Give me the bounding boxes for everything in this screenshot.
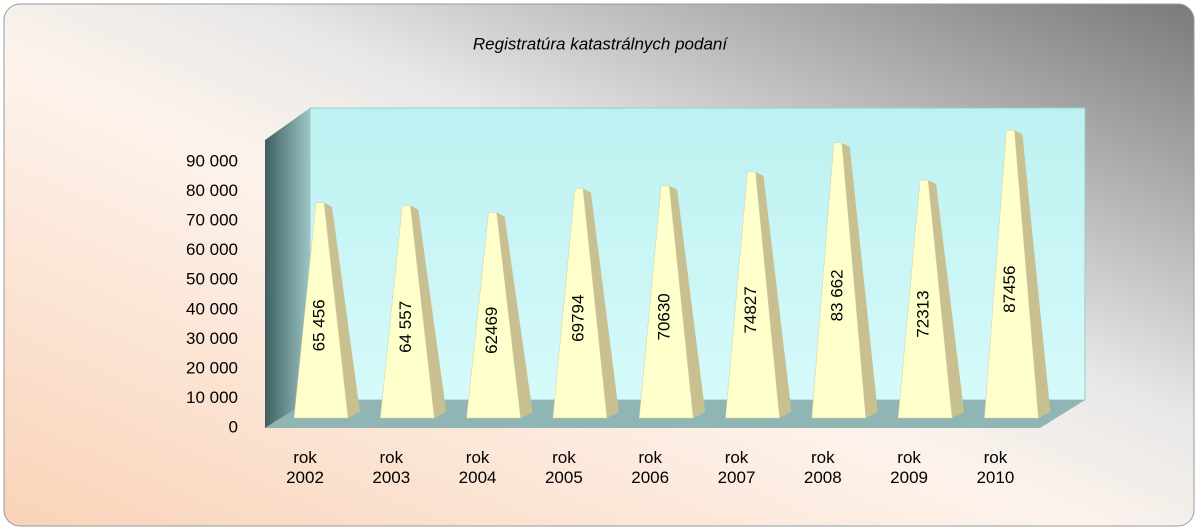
value-label: 70630: [655, 293, 674, 340]
x-tick-label: rok 2010: [976, 448, 1015, 487]
x-tick-label: rok 2002: [286, 448, 324, 487]
y-tick-label: 10 000: [186, 388, 238, 407]
y-tick-label: 60 000: [186, 240, 238, 259]
pyramid-side: [841, 142, 878, 418]
pyramid: [552, 188, 608, 419]
x-tick-label: rok 2006: [631, 448, 670, 487]
value-label: 74827: [741, 286, 760, 333]
y-tick-label: 50 000: [186, 270, 238, 289]
pyramid: [380, 205, 435, 419]
pyramid: [897, 179, 953, 419]
value-label: 87456: [1000, 266, 1019, 313]
value-label: 83 662: [827, 269, 846, 321]
value-label: 62469: [482, 307, 501, 354]
pyramid: [293, 202, 349, 419]
pyramid: [466, 212, 521, 419]
pyramid-side: [669, 185, 706, 418]
x-tick-label: rok 2003: [372, 448, 411, 487]
side-wall: [265, 108, 310, 428]
pyramid: [725, 171, 780, 419]
value-label: 69794: [568, 295, 587, 342]
y-tick-label: 90 000: [186, 151, 238, 170]
y-tick-label: 30 000: [186, 329, 238, 348]
pyramid-side: [410, 205, 447, 418]
x-tick-label: rok 2005: [544, 448, 583, 487]
value-label: 64 557: [396, 301, 415, 353]
x-tick-label: rok 2004: [458, 448, 497, 487]
y-tick-label: 0: [229, 417, 238, 436]
pyramid-side: [582, 188, 619, 418]
pyramid: [811, 142, 867, 419]
pyramid-side: [324, 202, 360, 418]
y-tick-label: 20 000: [186, 358, 238, 377]
x-tick-label: rok 2009: [890, 448, 928, 487]
pyramid-side: [755, 171, 792, 418]
y-tick-label: 80 000: [186, 181, 238, 200]
x-tick-label: rok 2008: [803, 448, 842, 487]
value-label: 72313: [914, 290, 933, 337]
pyramid-side: [1014, 130, 1051, 418]
x-tick-label: rok 2007: [717, 448, 756, 487]
value-label: 65 456: [309, 299, 328, 351]
pyramid-side: [496, 212, 533, 418]
chart-title: Registratúra katastrálnych podaní: [473, 34, 729, 53]
pyramid-side: [928, 180, 965, 418]
y-tick-label: 70 000: [186, 211, 238, 230]
y-tick-label: 40 000: [186, 299, 238, 318]
pyramid: [984, 130, 1039, 419]
pyramid: [638, 185, 694, 419]
